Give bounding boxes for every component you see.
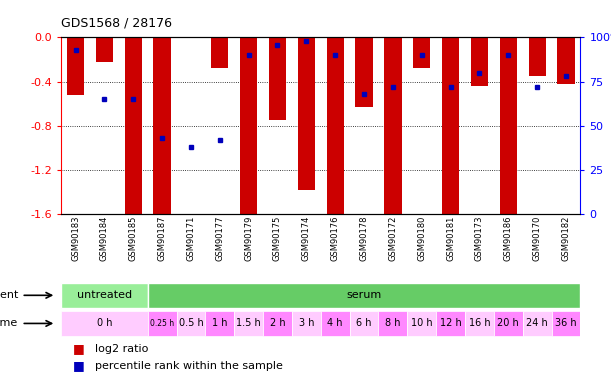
FancyBboxPatch shape: [523, 311, 552, 336]
Text: 36 h: 36 h: [555, 318, 577, 328]
Bar: [529, 38, 546, 76]
Text: 6 h: 6 h: [356, 318, 372, 328]
Text: 8 h: 8 h: [385, 318, 401, 328]
Text: GDS1568 / 28176: GDS1568 / 28176: [61, 17, 172, 30]
Bar: [471, 38, 488, 86]
Text: time: time: [0, 318, 18, 328]
FancyBboxPatch shape: [494, 311, 523, 336]
Text: 4 h: 4 h: [327, 318, 343, 328]
Text: untreated: untreated: [77, 290, 132, 300]
Text: 20 h: 20 h: [497, 318, 519, 328]
Text: 2 h: 2 h: [269, 318, 285, 328]
Text: 10 h: 10 h: [411, 318, 433, 328]
Bar: [557, 38, 575, 84]
Text: 0.25 h: 0.25 h: [150, 319, 174, 328]
Text: 1.5 h: 1.5 h: [236, 318, 261, 328]
Bar: [500, 38, 517, 214]
FancyBboxPatch shape: [177, 311, 205, 336]
FancyBboxPatch shape: [378, 311, 408, 336]
FancyBboxPatch shape: [61, 311, 148, 336]
Bar: [269, 38, 286, 120]
FancyBboxPatch shape: [552, 311, 580, 336]
Text: ■: ■: [73, 342, 85, 355]
Text: agent: agent: [0, 290, 18, 300]
FancyBboxPatch shape: [321, 311, 349, 336]
FancyBboxPatch shape: [436, 311, 465, 336]
Bar: [298, 38, 315, 189]
Text: 0.5 h: 0.5 h: [178, 318, 203, 328]
Text: ■: ■: [73, 359, 85, 372]
FancyBboxPatch shape: [263, 311, 292, 336]
Bar: [240, 38, 257, 214]
FancyBboxPatch shape: [205, 311, 234, 336]
Text: 3 h: 3 h: [299, 318, 314, 328]
FancyBboxPatch shape: [234, 311, 263, 336]
FancyBboxPatch shape: [408, 311, 436, 336]
FancyBboxPatch shape: [148, 283, 580, 308]
FancyBboxPatch shape: [349, 311, 378, 336]
Bar: [211, 38, 229, 68]
FancyBboxPatch shape: [148, 311, 177, 336]
Text: percentile rank within the sample: percentile rank within the sample: [95, 361, 282, 370]
Bar: [356, 38, 373, 107]
Bar: [96, 38, 113, 62]
Text: 12 h: 12 h: [440, 318, 461, 328]
Bar: [125, 38, 142, 214]
Text: 1 h: 1 h: [212, 318, 227, 328]
FancyBboxPatch shape: [292, 311, 321, 336]
Bar: [326, 38, 344, 214]
Text: log2 ratio: log2 ratio: [95, 344, 148, 354]
Bar: [67, 38, 84, 95]
Text: 24 h: 24 h: [526, 318, 548, 328]
Text: 0 h: 0 h: [97, 318, 112, 328]
Text: 16 h: 16 h: [469, 318, 490, 328]
Bar: [384, 38, 401, 214]
FancyBboxPatch shape: [465, 311, 494, 336]
Bar: [442, 38, 459, 214]
Text: serum: serum: [346, 290, 382, 300]
Bar: [413, 38, 430, 68]
FancyBboxPatch shape: [61, 283, 148, 308]
Bar: [153, 38, 170, 214]
